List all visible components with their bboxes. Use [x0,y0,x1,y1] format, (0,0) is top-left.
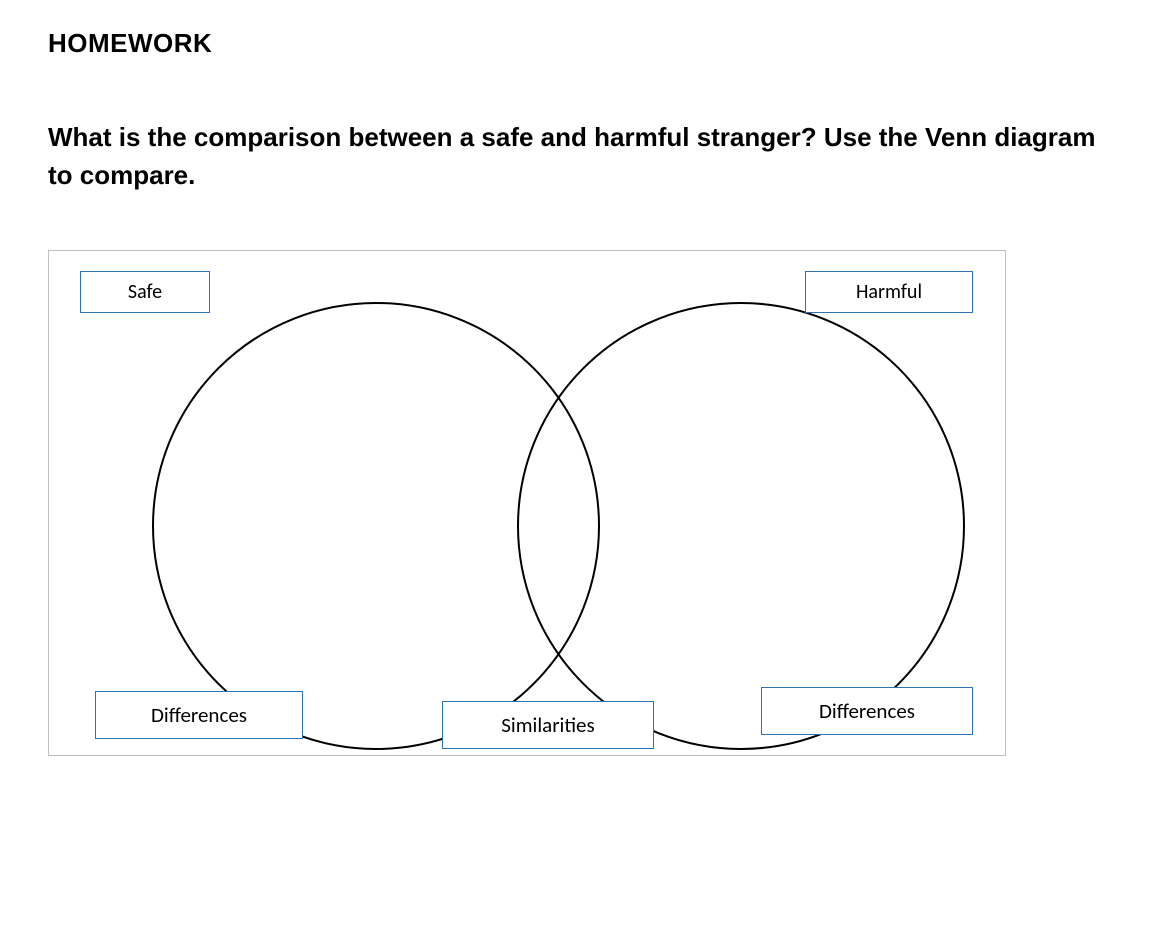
label-harmful: Harmful [805,271,973,313]
label-safe: Safe [80,271,210,313]
venn-circle-left [153,303,599,749]
page-heading: HOMEWORK [48,28,1122,59]
label-similarities: Similarities [442,701,654,749]
label-differences-left: Differences [95,691,303,739]
venn-svg [49,251,1007,757]
venn-diagram-frame: Safe Harmful Differences Similarities Di… [48,250,1006,756]
venn-circle-right [518,303,964,749]
worksheet-page: HOMEWORK What is the comparison between … [0,0,1170,926]
question-text: What is the comparison between a safe an… [48,119,1108,194]
label-differences-right: Differences [761,687,973,735]
